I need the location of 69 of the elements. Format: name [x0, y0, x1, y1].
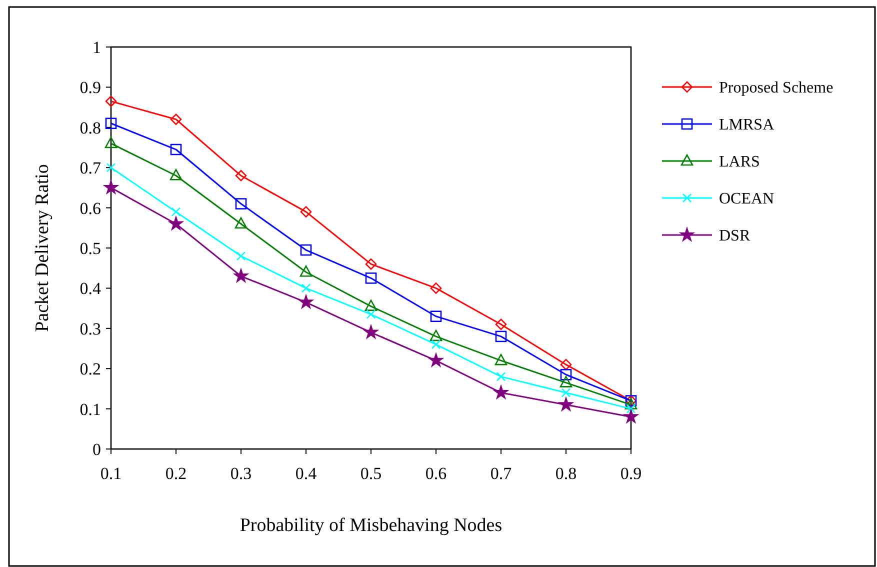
point: [106, 162, 116, 172]
point: [105, 96, 117, 107]
x-tick-label: 0.3: [230, 464, 252, 483]
point: [494, 354, 508, 366]
y-tick-label: 0.5: [80, 238, 101, 258]
x-tick-label: 0.8: [555, 464, 577, 483]
x-tick-label: 0.2: [165, 464, 187, 483]
point: [170, 168, 182, 180]
point: [365, 272, 377, 284]
x-tick-label: 0.5: [360, 464, 382, 483]
y-tick-label: 0: [92, 440, 101, 459]
point: [624, 409, 638, 424]
point: [431, 340, 441, 350]
x-axis-title: Probability of Misbehaving Nodes: [240, 515, 502, 536]
point: [234, 217, 248, 229]
point: [495, 330, 507, 342]
point: [428, 352, 444, 367]
point: [236, 251, 246, 261]
point: [624, 398, 638, 410]
y-tick-label: 0.4: [80, 279, 102, 298]
point: [430, 330, 442, 342]
point: [234, 268, 248, 282]
point: [171, 207, 181, 216]
y-axis-title: Packet Delivery Ratio: [32, 164, 53, 332]
point: [235, 198, 247, 210]
point: [366, 310, 376, 319]
point: [298, 294, 314, 309]
point: [561, 388, 571, 398]
point: [235, 170, 247, 182]
point: [496, 372, 506, 382]
y-tick-label: 0.3: [80, 319, 101, 338]
point: [104, 180, 118, 194]
y-tick-label: 0.7: [80, 158, 102, 178]
point: [170, 144, 182, 156]
point: [170, 114, 182, 126]
x-tick-label: 0.7: [490, 464, 512, 483]
legend-label: DSR: [719, 228, 750, 245]
x-tick-label: 0.9: [620, 464, 642, 483]
point: [301, 284, 311, 293]
point: [365, 258, 377, 270]
x-tick-label: 0.6: [425, 464, 447, 483]
point: [495, 318, 507, 330]
y-tick-label: 0.9: [80, 78, 101, 98]
point: [558, 397, 574, 412]
y-tick-label: 0.6: [80, 198, 101, 218]
point: [364, 300, 378, 311]
point: [364, 324, 378, 339]
point: [494, 385, 508, 400]
point: [104, 136, 118, 148]
point: [300, 206, 312, 218]
point: [560, 358, 572, 370]
y-tick-label: 0.8: [80, 118, 101, 138]
point: [105, 118, 117, 130]
point: [626, 404, 636, 414]
point: [430, 310, 442, 322]
point: [168, 216, 184, 230]
point: [300, 265, 312, 277]
point: [430, 282, 442, 294]
y-tick-label: 0.2: [80, 360, 101, 379]
legend-label: Proposed Scheme: [719, 80, 834, 97]
y-tick-label: 0.1: [80, 400, 101, 419]
point: [560, 368, 572, 380]
legend-label: OCEAN: [719, 190, 775, 208]
y-tick-label: 1: [92, 38, 101, 57]
legend-label: LARS: [719, 154, 760, 171]
legend-label: LMRSA: [719, 116, 775, 134]
x-tick-label: 0.4: [295, 464, 318, 483]
point: [560, 376, 572, 388]
point: [300, 244, 312, 256]
